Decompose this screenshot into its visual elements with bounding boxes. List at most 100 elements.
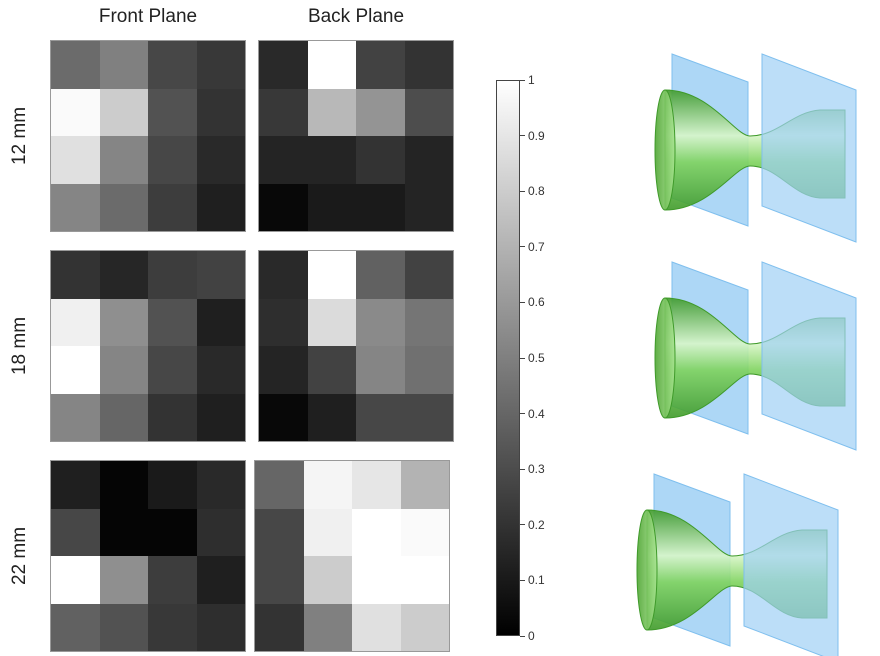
heatmap-cell: [51, 393, 100, 441]
colorbar-tick-label: 1: [528, 73, 535, 87]
heatmap-cell: [196, 251, 245, 299]
heatmap-cell: [356, 88, 405, 136]
heatmap-cell: [99, 603, 148, 651]
heatmap-cell: [303, 556, 352, 604]
colorbar-tick: [520, 524, 525, 526]
heatmap-cell: [404, 298, 453, 346]
heatmap-cell: [148, 603, 197, 651]
heatmap-cell: [99, 183, 148, 231]
heatmap-cell: [259, 88, 308, 136]
heatmap-cell: [259, 183, 308, 231]
heatmap-cell: [196, 603, 245, 651]
heatmap-cell: [99, 251, 148, 299]
heatmap-cell: [404, 393, 453, 441]
heatmap-cell: [51, 556, 100, 604]
heatmap-cell: [99, 136, 148, 184]
heatmap-cell: [51, 136, 100, 184]
heatmap-cell: [148, 298, 197, 346]
heatmap-cell: [303, 508, 352, 556]
heatmap-cell: [259, 346, 308, 394]
heatmap-back-18mm: [258, 250, 454, 442]
heatmap-cell: [148, 41, 197, 89]
heatmap-cell: [307, 393, 356, 441]
heatmap-cell: [196, 41, 245, 89]
heatmap-cell: [148, 136, 197, 184]
heatmap-cell: [259, 251, 308, 299]
heatmap-cell: [99, 41, 148, 89]
heatmap-cell: [51, 461, 100, 509]
heatmap-cell: [259, 393, 308, 441]
heatmap-cell: [307, 41, 356, 89]
heatmap-cell: [259, 298, 308, 346]
heatmap-cell: [400, 461, 449, 509]
heatmap-cell: [99, 393, 148, 441]
heatmap-cell: [255, 508, 304, 556]
heatmap-cell: [99, 346, 148, 394]
heatmap-cell: [356, 346, 405, 394]
colorbar-tick: [520, 135, 525, 137]
heatmap-cell: [303, 461, 352, 509]
heatmap-cell: [307, 88, 356, 136]
heatmap-cell: [404, 136, 453, 184]
illustration-22mm: [636, 473, 839, 656]
heatmap-cell: [255, 603, 304, 651]
heatmap-back-12mm: [258, 40, 454, 232]
heatmap-cell: [307, 346, 356, 394]
heatmap-cell: [255, 461, 304, 509]
heatmap-front-18mm: [50, 250, 246, 442]
row-label-12mm: 12 mm: [9, 106, 31, 166]
heatmap-cell: [307, 183, 356, 231]
heatmap-cell: [196, 461, 245, 509]
heatmap-cell: [148, 88, 197, 136]
colorbar-tick-label: 0.3: [528, 462, 545, 477]
colorbar-tick: [520, 190, 525, 192]
heatmap-cell: [307, 251, 356, 299]
heatmap-cell: [99, 88, 148, 136]
heatmap-cell: [259, 136, 308, 184]
row-label-22mm: 22 mm: [9, 526, 31, 586]
heatmap-cell: [51, 183, 100, 231]
heatmap-cell: [307, 298, 356, 346]
heatmap-cell: [255, 556, 304, 604]
colorbar-tick: [520, 413, 525, 415]
heatmap-cell: [99, 461, 148, 509]
heatmap-cell: [148, 461, 197, 509]
heatmap-cell: [148, 346, 197, 394]
colorbar-tick: [520, 79, 525, 81]
heatmap-cell: [196, 393, 245, 441]
colorbar-tick: [520, 246, 525, 248]
colorbar-tick-label: 0.5: [528, 351, 545, 365]
heatmap-cell: [404, 183, 453, 231]
heatmap-cell: [99, 508, 148, 556]
colorbar-tick: [520, 635, 525, 637]
heatmap-front-12mm: [50, 40, 246, 232]
colorbar-tick-label: 0.4: [528, 406, 545, 421]
illustration-18mm: [654, 261, 857, 451]
heatmap-front-22mm: [50, 460, 246, 652]
colorbar-tick: [520, 301, 525, 303]
heatmap-cell: [404, 346, 453, 394]
heatmap-cell: [352, 461, 401, 509]
heatmap-cell: [404, 251, 453, 299]
heatmap-cell: [51, 508, 100, 556]
heatmap-cell: [99, 556, 148, 604]
heatmap-cell: [400, 603, 449, 651]
row-label-18mm: 18 mm: [9, 316, 31, 376]
heatmap-cell: [99, 298, 148, 346]
heatmap-cell: [356, 251, 405, 299]
heatmap-cell: [400, 508, 449, 556]
heatmap-cell: [307, 136, 356, 184]
colorbar-tick-label: 0.2: [528, 517, 545, 532]
heatmap-cell: [148, 251, 197, 299]
heatmap-cell: [51, 603, 100, 651]
heatmap-cell: [196, 346, 245, 394]
illustration-12mm: [654, 53, 857, 243]
colorbar-tick-label: 0: [528, 629, 535, 643]
heatmap-cell: [51, 346, 100, 394]
heatmap-cell: [196, 556, 245, 604]
colorbar-tick-label: 0.8: [528, 184, 545, 199]
heatmap-back-22mm: [254, 460, 450, 652]
heatmap-cell: [356, 393, 405, 441]
heatmap-cell: [51, 298, 100, 346]
